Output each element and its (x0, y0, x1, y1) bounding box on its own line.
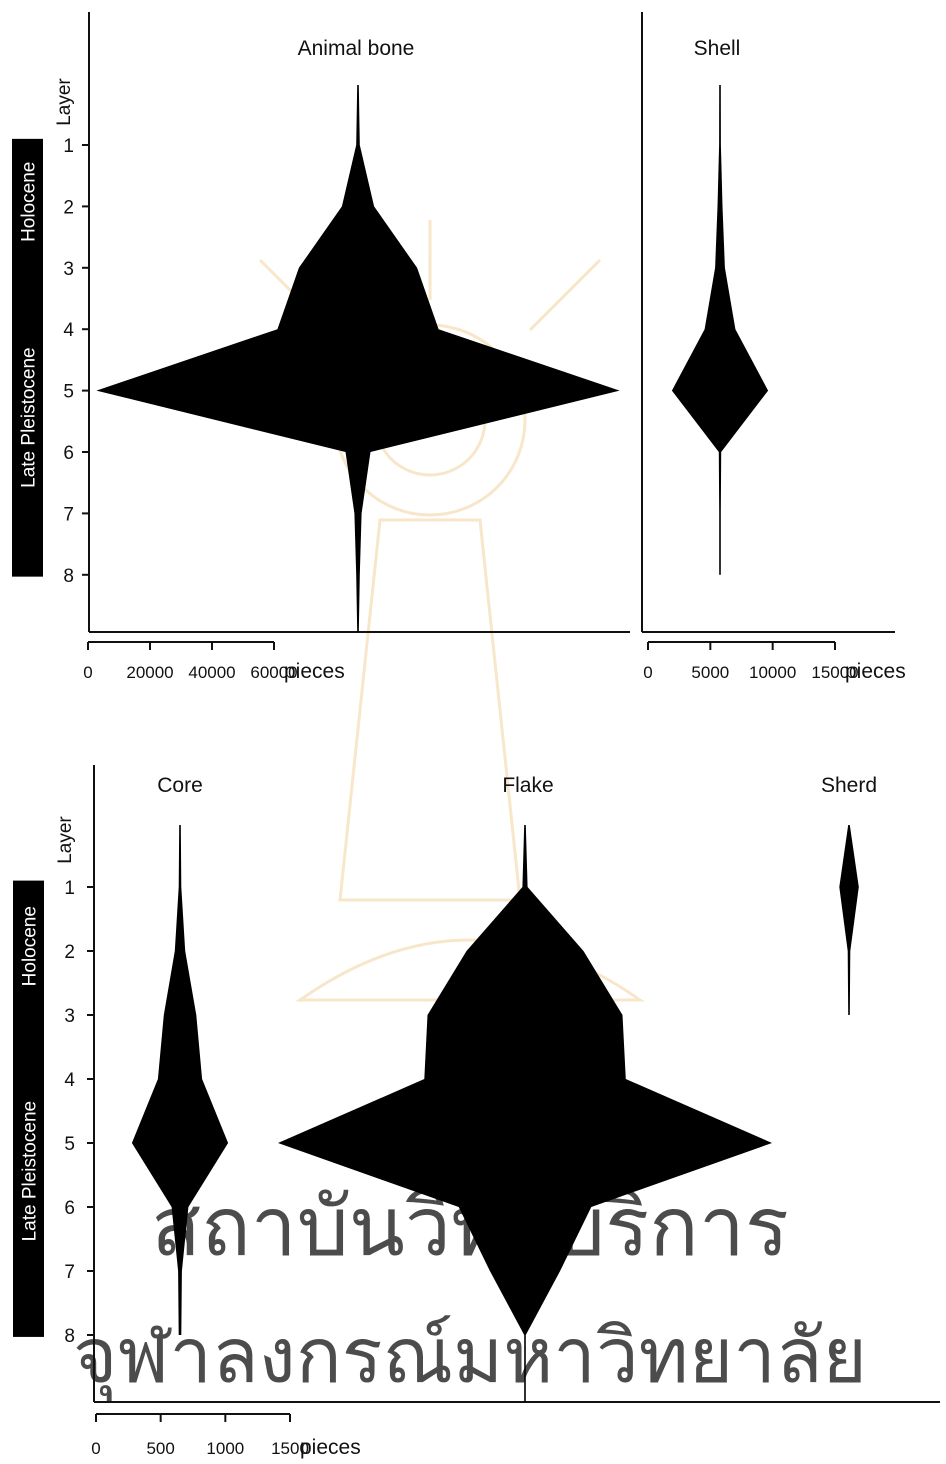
sherd-title: Sherd (821, 774, 877, 797)
scale-tick-label-1: 20000 (126, 663, 173, 682)
top-layer-axis-label: Layer (54, 78, 75, 126)
layer-tick-label-3: 3 (63, 259, 74, 280)
flake-title: Flake (502, 774, 553, 797)
period-label-late-pleistocene: Late Pleistocene (20, 1101, 41, 1242)
layer-tick-label-1: 1 (63, 136, 74, 157)
scale-tick-label-3: 15000 (811, 663, 858, 682)
layer-tick-label-1: 1 (64, 878, 75, 899)
scale-tick-label-2: 10000 (749, 663, 796, 682)
shell-shape (671, 85, 769, 575)
scale-tick-label-3: 1500 (271, 1439, 309, 1458)
layer-tick-label-2: 2 (63, 197, 74, 218)
layer-tick-label-7: 7 (64, 1262, 75, 1283)
scale-tick-label-0: 0 (91, 1439, 100, 1458)
period-label-late-pleistocene: Late Pleistocene (19, 347, 40, 488)
period-label-holocene: Holocene (19, 162, 40, 242)
core-title: Core (157, 774, 203, 797)
flake-shape (278, 825, 772, 1402)
scale-unit-label: pieces (284, 660, 345, 683)
bottom-layer-axis: 1 2 3 4 5 6 7 8 (64, 878, 94, 1347)
layer-tick-label-6: 6 (63, 443, 74, 464)
layer-tick-label-2: 2 (64, 942, 75, 963)
animal-bone-title: Animal bone (298, 37, 415, 60)
layer-tick-label-6: 6 (64, 1198, 75, 1219)
top-period-bands: Holocene Late Pleistocene (12, 138, 43, 577)
sherd-shape (839, 825, 859, 1015)
layer-tick-label-8: 8 (63, 566, 74, 587)
period-band-holocene (12, 138, 43, 265)
layer-tick-label-5: 5 (63, 382, 74, 403)
scale-tick-label-1: 5000 (691, 663, 729, 682)
period-band-late-pleistocene (13, 1005, 44, 1337)
scale-tick-label-2: 40000 (188, 663, 235, 682)
scale-tick-label-2: 1000 (206, 1439, 244, 1458)
animal-bone-shape (96, 85, 620, 632)
period-band-late-pleistocene (12, 258, 43, 577)
scale-tick-label-0: 0 (643, 663, 652, 682)
layer-tick-label-7: 7 (63, 504, 74, 525)
period-label-holocene: Holocene (20, 906, 41, 986)
scale-tick-label-0: 0 (83, 663, 92, 682)
core-shape (131, 825, 229, 1335)
scale-unit-label: pieces (300, 1436, 361, 1459)
top-layer-axis: 1 2 3 4 5 6 7 8 (63, 136, 89, 587)
scale-tick-label-3: 60000 (250, 663, 297, 682)
scale-unit-label: pieces (845, 660, 906, 683)
layer-tick-label-4: 4 (64, 1070, 75, 1091)
bottom-layer-axis-label: Layer (55, 816, 76, 864)
period-band-holocene (13, 880, 44, 1012)
shell-title: Shell (694, 37, 741, 60)
bottom-period-bands: Holocene Late Pleistocene (13, 880, 44, 1337)
layer-tick-label-4: 4 (63, 320, 74, 341)
layer-tick-label-8: 8 (64, 1326, 75, 1347)
layer-tick-label-3: 3 (64, 1006, 75, 1027)
layer-tick-label-5: 5 (64, 1134, 75, 1155)
scale-tick-label-1: 500 (146, 1439, 174, 1458)
watermark-line-2: จุฬาลงกรณ์มหาวิทยาลัย (73, 1311, 867, 1402)
